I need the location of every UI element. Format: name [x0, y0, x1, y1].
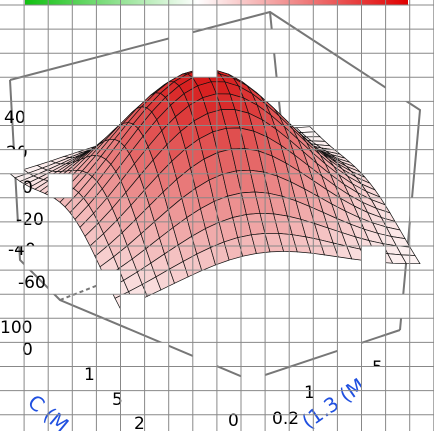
white-cell [96, 270, 121, 295]
white-cell [409, 342, 434, 367]
axis-label: 0.2 [272, 409, 299, 429]
white-cell [120, 77, 145, 102]
white-cell [192, 53, 217, 78]
white-cell [168, 29, 193, 54]
white-cell [96, 366, 121, 391]
axis-label: 1 [84, 365, 95, 385]
white-cell [48, 270, 73, 295]
axis-label: 0 [22, 340, 33, 360]
white-cell [241, 366, 266, 391]
white-cell [265, 29, 290, 54]
white-cell [144, 53, 169, 78]
white-cell [48, 173, 73, 198]
axis-label: 40 [4, 108, 26, 128]
white-cell [337, 101, 362, 126]
white-cell [265, 77, 290, 102]
white-cell [192, 342, 217, 367]
white-cell [72, 101, 97, 126]
white-cell [289, 318, 314, 343]
white-cell [24, 125, 49, 150]
mesh-cell [400, 254, 421, 265]
white-cell [241, 53, 266, 78]
white-cell [0, 221, 25, 246]
white-cell [0, 149, 25, 174]
white-cell [337, 342, 362, 367]
white-cell [0, 294, 25, 319]
white-cell [120, 294, 145, 319]
axis-label: 0 [228, 411, 239, 431]
axis-label: 5 [112, 390, 123, 410]
axis-label: -60 [18, 273, 46, 293]
white-cell [216, 29, 241, 54]
white-cell [24, 246, 49, 271]
white-cell [409, 197, 434, 222]
white-cells [0, 29, 434, 391]
white-cell [72, 318, 97, 343]
white-cell [385, 294, 410, 319]
white-cell [385, 77, 410, 102]
white-cell [361, 366, 386, 391]
white-cell [385, 149, 410, 174]
axis-label: 0 [22, 178, 33, 198]
white-cell [313, 77, 338, 102]
axis-label: 100 [0, 318, 32, 338]
axis-label: 1 [304, 383, 315, 403]
white-cell [313, 270, 338, 295]
axis-label: 2 [134, 414, 145, 431]
white-cell [361, 101, 386, 126]
white-cell [289, 53, 314, 78]
white-cell [361, 246, 386, 271]
white-cell [144, 342, 169, 367]
white-cell [168, 318, 193, 343]
white-cell [96, 77, 121, 102]
white-cell [24, 366, 49, 391]
